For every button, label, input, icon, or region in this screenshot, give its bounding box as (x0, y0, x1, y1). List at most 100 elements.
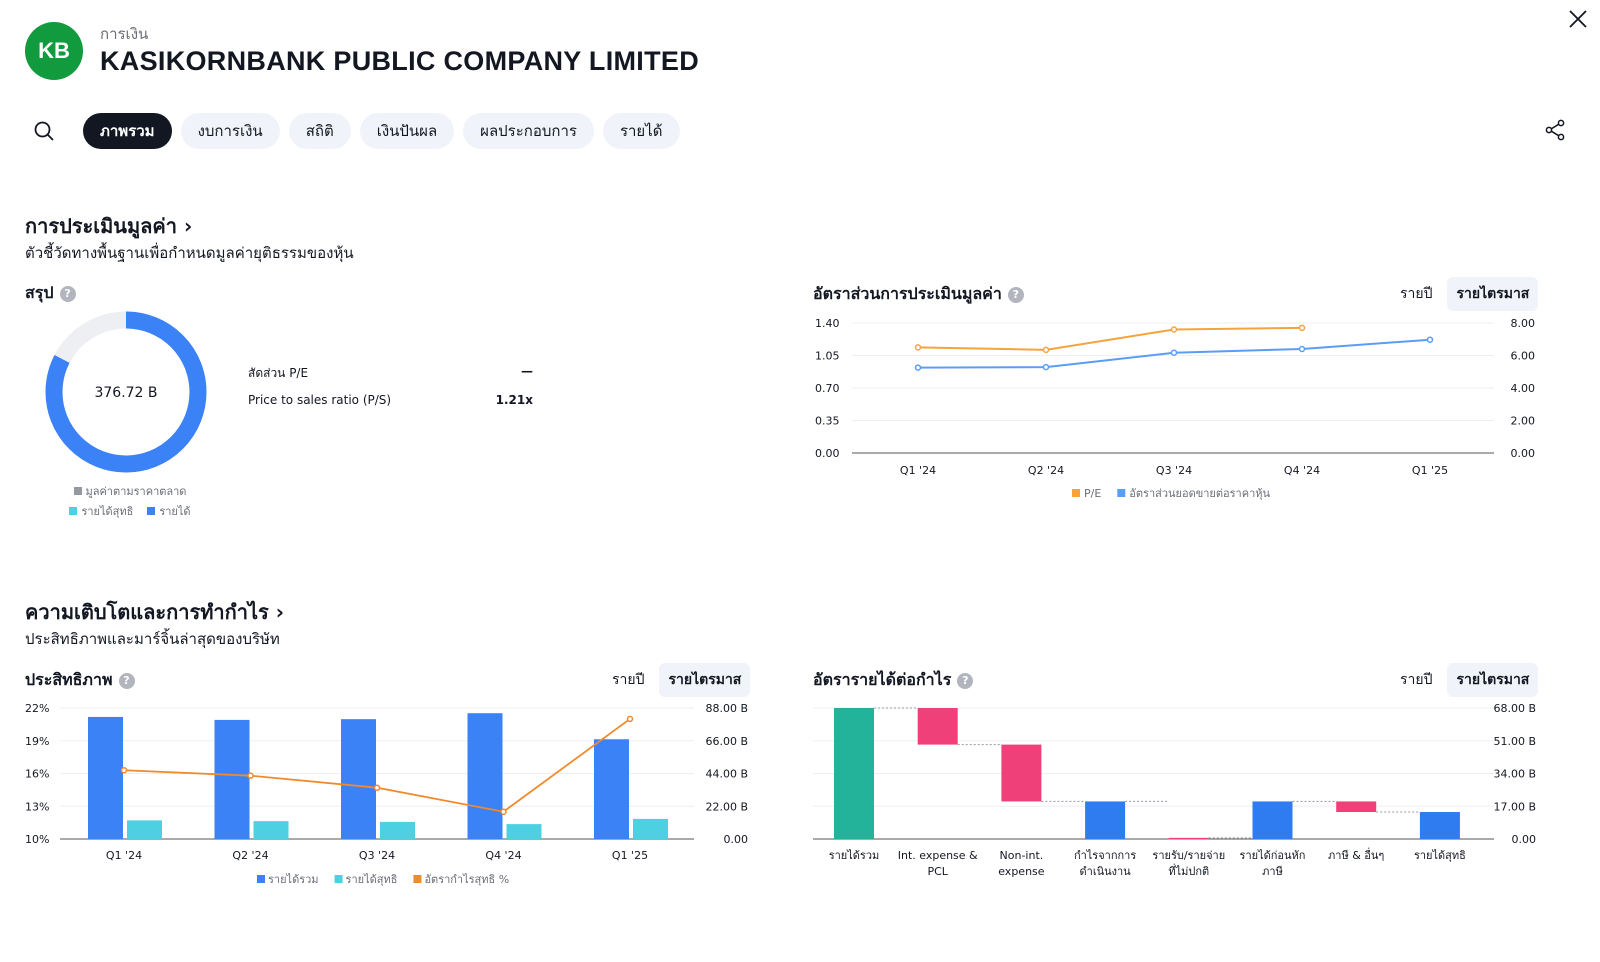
legend-swatch (1117, 489, 1126, 497)
toggle-quarterly[interactable]: รายไตรมาส (659, 663, 751, 697)
valuation-section-title[interactable]: การประเมินมูลค่า › (25, 214, 193, 238)
summary-card-title: สรุป ? (25, 281, 76, 306)
legend-label: รายได้รวม (268, 873, 319, 886)
x-tick: Q4 '24 (1284, 464, 1320, 477)
legend-row: มูลค่าตามราคาตลาด (40, 482, 220, 500)
waterfall-bar (1336, 801, 1377, 813)
bar-revenue (88, 716, 123, 839)
summary-legend: มูลค่าตามราคาตลาด รายได้สุทธิ รายได้ (40, 482, 220, 520)
y-tick-left: 0.00 (815, 447, 840, 460)
waterfall-bar (1168, 837, 1209, 840)
valuation-section-subtitle: ตัวชี้วัดทางพื้นฐานเพื่อกำหนดมูลค่ายุติธ… (25, 244, 354, 262)
legend-row: รายได้สุทธิ รายได้ (40, 502, 220, 520)
y-tick-left: 16% (25, 768, 49, 781)
y-tick-left: 1.05 (815, 350, 840, 363)
share-icon[interactable] (1543, 118, 1567, 142)
tab-revenue[interactable]: รายได้ (602, 112, 680, 149)
x-tick: Q1 '24 (106, 849, 142, 862)
waterfall-bar (1085, 801, 1126, 839)
valuation-ratio-title-text: อัตราส่วนการประเมินมูลค่า (813, 284, 1002, 303)
bar-net-income (506, 824, 542, 839)
help-icon[interactable]: ? (957, 672, 974, 689)
legend-item-net-income[interactable]: รายได้สุทธิ (69, 502, 133, 520)
y-tick-left: 10% (25, 833, 49, 846)
bar-net-income (380, 821, 415, 839)
bar-revenue (341, 719, 376, 839)
bar-net-income (633, 818, 668, 839)
legend-item-market-cap[interactable]: มูลค่าตามราคาตลาด (73, 482, 186, 500)
x-tick: Int. expense & (898, 849, 978, 862)
tab-dividends[interactable]: เงินปันผล (359, 112, 455, 149)
legend-item-revenue[interactable]: รายได้ (147, 502, 191, 520)
ratio-value: 1.21x (495, 393, 533, 407)
bar-revenue (214, 719, 250, 839)
toggle-quarterly[interactable]: รายไตรมาส (1447, 663, 1539, 697)
toggle-annual[interactable]: รายปี (1400, 286, 1433, 302)
growth-section-title[interactable]: ความเติบโตและการทำกำไร › (25, 600, 285, 624)
y-tick: 68.00 B (1493, 702, 1536, 715)
summary-title-text: สรุป (25, 283, 54, 302)
data-point (914, 364, 922, 371)
y-tick-right: 0.00 (1511, 447, 1536, 460)
legend-swatch (413, 875, 422, 883)
x-tick: ดำเนินงาน (1080, 865, 1132, 878)
legend-swatch (257, 875, 265, 883)
efficiency-chart: 22% 19% 16% 13% 10% 88.00 B 66.00 B 44.00 B 22.0… (25, 702, 748, 886)
toggle-quarterly[interactable]: รายไตรมาส (1447, 277, 1539, 311)
data-point (1298, 324, 1306, 332)
x-tick: Q4 '24 (485, 849, 521, 862)
data-point (1170, 349, 1178, 356)
data-point (500, 808, 507, 815)
waterfall-bar (917, 708, 958, 745)
x-tick: expense (998, 865, 1045, 878)
y-tick-right: 4.00 (1511, 382, 1536, 395)
sector-label[interactable]: การเงิน (100, 25, 149, 43)
x-tick: Q1 '24 (900, 464, 936, 477)
bar-net-income (253, 821, 289, 839)
donut-center-value: 376.72 B (94, 385, 157, 401)
x-tick: Q2 '24 (232, 849, 268, 862)
margin-line (123, 718, 631, 813)
y-tick-left: 22% (25, 702, 49, 715)
x-tick: Q3 '24 (1156, 464, 1192, 477)
y-tick-left: 0.35 (815, 415, 840, 428)
data-point (914, 344, 922, 351)
toggle-annual[interactable]: รายปี (1400, 672, 1433, 688)
data-point (247, 772, 254, 779)
data-point (1298, 345, 1306, 353)
x-tick: รายได้ก่อนหัก (1240, 849, 1306, 862)
y-tick-right: 6.00 (1511, 350, 1536, 363)
data-point (373, 784, 381, 791)
waterfall-bar (1419, 812, 1460, 839)
y-tick-right: 44.00 B (705, 768, 748, 781)
valuation-ratio-card-title: อัตราส่วนการประเมินมูลค่า ? (813, 282, 1024, 307)
search-button[interactable] (25, 112, 62, 149)
legend-label: P/E (1084, 487, 1101, 500)
help-icon[interactable]: ? (1007, 286, 1024, 303)
x-tick: รายรับ/รายจ่าย (1152, 849, 1225, 862)
y-tick-left: 13% (25, 800, 49, 813)
tab-financials[interactable]: งบการเงิน (180, 112, 280, 149)
legend-swatch (1072, 489, 1080, 497)
toggle-annual[interactable]: รายปี (612, 672, 645, 688)
efficiency-title-text: ประสิทธิภาพ (25, 670, 113, 689)
ratio-row-ps: Price to sales ratio (P/S) 1.21x (248, 393, 533, 407)
summary-donut: 376.72 B (45, 311, 207, 473)
ratio-label: สัดส่วน P/E (248, 366, 309, 380)
x-tick: รายได้รวม (829, 849, 880, 862)
tab-overview[interactable]: ภาพรวม (83, 112, 172, 149)
waterfall-title-text: อัตรารายได้ต่อกำไร (813, 670, 952, 689)
legend-swatch (334, 875, 343, 883)
ratio-row-pe: สัดส่วน P/E — (248, 364, 533, 383)
close-icon[interactable] (1565, 6, 1591, 32)
donut-revenue-arc (45, 311, 207, 473)
tab-earnings[interactable]: ผลประกอบการ (463, 112, 594, 149)
x-tick: กำไรจากการ (1074, 849, 1136, 862)
ratio-label: Price to sales ratio (P/S) (248, 393, 392, 407)
data-point (1170, 326, 1178, 333)
tab-statistics[interactable]: สถิติ (288, 112, 351, 149)
x-tick: รายได้สุทธิ (1414, 849, 1466, 862)
growth-section-subtitle: ประสิทธิภาพและมาร์จิ้นล่าสุดของบริษัท (25, 630, 280, 648)
help-icon[interactable]: ? (118, 672, 135, 689)
help-icon[interactable]: ? (59, 285, 76, 302)
